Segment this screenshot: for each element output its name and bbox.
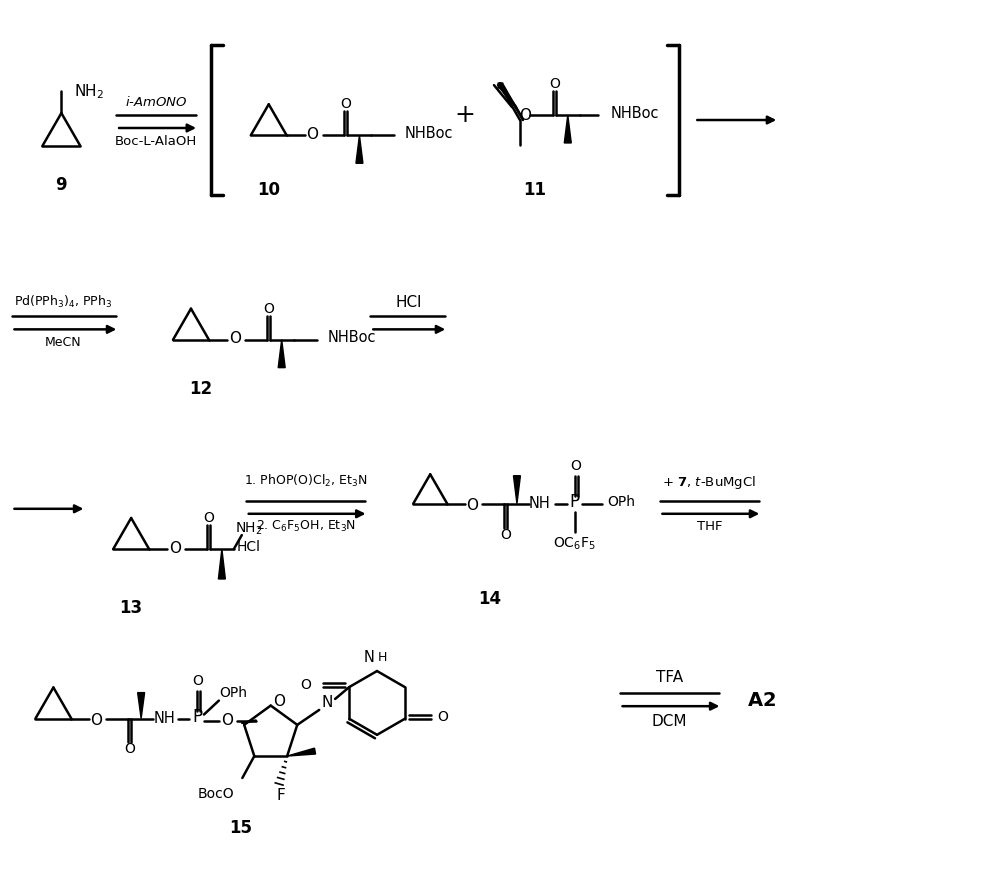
Text: O: O [203, 511, 214, 525]
Text: P: P [570, 493, 580, 510]
Text: O: O [437, 710, 448, 724]
Polygon shape [356, 135, 363, 164]
Text: 1. PhOP(O)Cl$_2$, Et$_3$N: 1. PhOP(O)Cl$_2$, Et$_3$N [244, 473, 367, 489]
Text: TFA: TFA [656, 669, 683, 685]
Text: O: O [90, 713, 102, 728]
Text: 9: 9 [56, 176, 67, 194]
Text: 11: 11 [523, 180, 546, 199]
Text: NHBoc: NHBoc [610, 106, 659, 121]
Text: 13: 13 [120, 599, 143, 618]
Text: HCl: HCl [237, 541, 261, 554]
Text: O: O [500, 527, 511, 541]
Polygon shape [513, 476, 520, 504]
Text: O: O [273, 694, 285, 709]
Text: NH: NH [529, 496, 551, 511]
Text: $\mathbf{A2}$: $\mathbf{A2}$ [747, 691, 776, 709]
Text: F: F [277, 789, 286, 804]
Text: O: O [466, 498, 478, 513]
Text: O: O [341, 98, 351, 111]
Text: O: O [169, 541, 181, 556]
Text: O: O [263, 302, 274, 316]
Text: DCM: DCM [652, 714, 687, 729]
Text: + $\mathbf{7}$, $t$-BuMgCl: + $\mathbf{7}$, $t$-BuMgCl [662, 475, 756, 492]
Polygon shape [278, 340, 285, 368]
Text: +: + [455, 103, 476, 127]
Polygon shape [138, 693, 145, 718]
Text: OC$_6$F$_5$: OC$_6$F$_5$ [553, 535, 596, 552]
Text: O: O [221, 713, 233, 728]
Text: N: N [321, 695, 333, 710]
Text: P: P [192, 708, 202, 725]
Text: Pd(PPh$_3$)$_4$, PPh$_3$: Pd(PPh$_3$)$_4$, PPh$_3$ [14, 294, 112, 310]
Text: O: O [124, 742, 135, 757]
Text: H: H [377, 651, 387, 663]
Text: O: O [519, 108, 531, 123]
Text: NH$_2$: NH$_2$ [74, 82, 105, 100]
Text: O: O [570, 459, 581, 473]
Text: HCl: HCl [395, 295, 421, 310]
Text: O: O [307, 127, 319, 142]
Text: 14: 14 [478, 589, 502, 607]
Text: N: N [364, 650, 374, 665]
Text: NH: NH [153, 711, 175, 726]
Text: THF: THF [697, 520, 722, 533]
Text: O: O [229, 332, 241, 346]
Text: 15: 15 [229, 819, 252, 837]
Text: 12: 12 [189, 380, 212, 398]
Polygon shape [287, 749, 316, 756]
Text: O: O [301, 678, 312, 692]
Text: OPh: OPh [608, 494, 636, 509]
Text: NH$_2$: NH$_2$ [235, 521, 263, 537]
Text: 2. C$_6$F$_5$OH, Et$_3$N: 2. C$_6$F$_5$OH, Et$_3$N [256, 519, 356, 534]
Text: NHBoc: NHBoc [405, 126, 453, 140]
Polygon shape [564, 115, 571, 143]
Text: O: O [549, 77, 560, 92]
Text: MeCN: MeCN [45, 336, 82, 348]
Polygon shape [218, 549, 225, 579]
Text: BocO: BocO [198, 787, 234, 801]
Text: OPh: OPh [219, 685, 247, 700]
Text: $i$-AmONO: $i$-AmONO [125, 95, 187, 109]
Text: NHBoc: NHBoc [327, 330, 376, 345]
Text: Boc-L-AlaOH: Boc-L-AlaOH [115, 135, 197, 148]
Text: O: O [193, 674, 203, 688]
Text: 10: 10 [257, 180, 280, 199]
